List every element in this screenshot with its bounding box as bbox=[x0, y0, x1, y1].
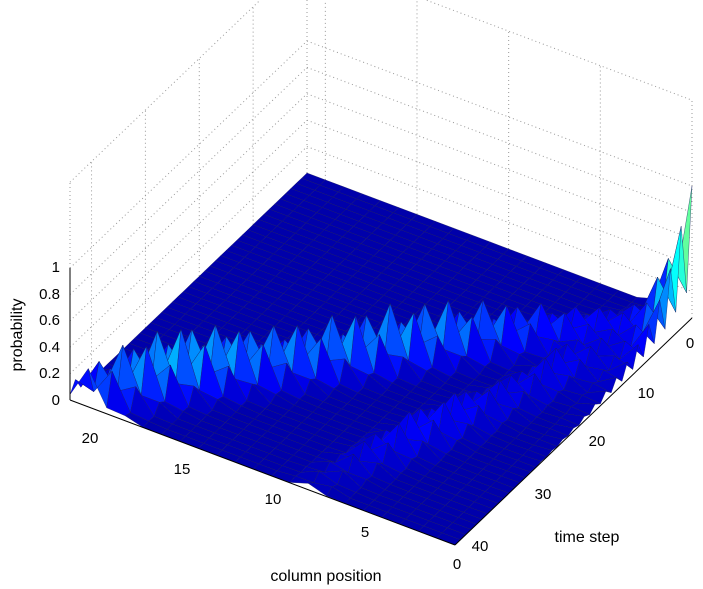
x-axis-line bbox=[69, 399, 456, 546]
z-tick-label: 0.4 bbox=[39, 339, 60, 356]
axes bbox=[69, 268, 693, 546]
surface bbox=[69, 172, 693, 546]
z-tick-label: 0 bbox=[52, 392, 60, 409]
y-tick-label: 20 bbox=[589, 433, 606, 450]
y-tick-label: 30 bbox=[535, 486, 552, 503]
z-tick-label: 0.8 bbox=[39, 286, 60, 303]
x-tick-label: 5 bbox=[361, 524, 369, 541]
z-tick-label: 0.6 bbox=[39, 312, 60, 329]
grid-line bbox=[424, 0, 693, 101]
y-tick-label: 0 bbox=[686, 335, 694, 352]
z-axis-label: probability bbox=[9, 299, 26, 372]
z-tick-label: 1 bbox=[52, 259, 60, 276]
grid-line bbox=[69, 119, 308, 348]
grid-line bbox=[69, 67, 308, 295]
y-tick-label: 10 bbox=[638, 385, 655, 402]
x-tick-label: 10 bbox=[265, 491, 282, 508]
y-axis-line bbox=[454, 317, 693, 546]
y-axis-label: time step bbox=[555, 529, 620, 546]
grid-line bbox=[69, 146, 308, 374]
x-tick-label: 0 bbox=[453, 556, 461, 573]
grid-line bbox=[306, 40, 693, 187]
z-tick-label: 0.2 bbox=[39, 365, 60, 382]
grid-line bbox=[69, 93, 308, 322]
grid-line bbox=[69, 40, 308, 269]
y-tick-label: 40 bbox=[472, 538, 489, 555]
grid bbox=[69, 0, 693, 400]
grid-line bbox=[69, 0, 261, 183]
grid-line bbox=[306, 119, 693, 266]
x-tick-label: 15 bbox=[174, 461, 191, 478]
x-axis-label: column position bbox=[270, 568, 381, 585]
grid-line bbox=[306, 93, 693, 240]
x-tick-label: 20 bbox=[82, 430, 99, 447]
grid-line bbox=[306, 66, 693, 213]
grid-line bbox=[306, 146, 693, 293]
